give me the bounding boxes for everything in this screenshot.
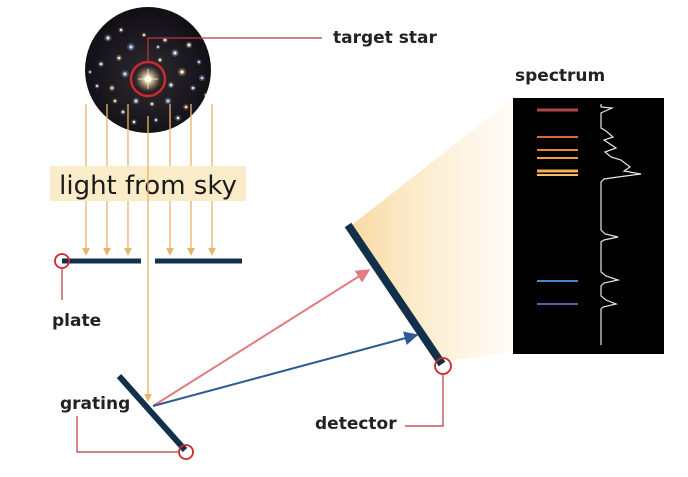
blue-dispersed-ray	[152, 331, 419, 407]
star	[99, 62, 103, 66]
detector-label: detector	[315, 414, 397, 434]
star	[89, 71, 91, 73]
star	[121, 110, 125, 114]
star	[158, 58, 162, 62]
star	[123, 72, 127, 76]
star	[95, 84, 99, 88]
spectrum-light-beam	[348, 98, 514, 362]
star	[157, 46, 159, 48]
star	[204, 93, 208, 97]
detector	[344, 222, 446, 367]
star	[142, 33, 146, 37]
star	[169, 83, 173, 87]
grating	[116, 374, 188, 452]
star	[191, 86, 195, 90]
red-dispersed-ray	[152, 269, 371, 407]
star-field	[85, 7, 211, 133]
star	[173, 51, 177, 55]
spectrum-label: spectrum	[515, 66, 605, 86]
star	[187, 43, 191, 47]
star	[117, 56, 121, 60]
plate-callout	[54, 253, 70, 300]
star	[197, 60, 201, 64]
star	[119, 28, 123, 32]
star	[129, 45, 133, 49]
plate-label: plate	[52, 311, 101, 331]
star	[110, 86, 114, 90]
spectrum-intensity-trace	[600, 104, 642, 345]
star	[166, 99, 170, 103]
star	[150, 102, 154, 106]
star	[132, 120, 136, 124]
target-star-callout	[129, 37, 322, 98]
star	[106, 36, 110, 40]
target-star-label: target star	[333, 28, 437, 48]
grating-callout	[76, 416, 194, 460]
star-halo	[203, 92, 209, 98]
star	[154, 118, 158, 122]
grating-label: grating	[60, 394, 130, 414]
detector-callout	[405, 357, 452, 427]
star	[180, 70, 184, 74]
star	[184, 105, 188, 109]
star	[113, 99, 117, 103]
star	[163, 38, 167, 42]
star	[200, 76, 204, 80]
spectrum-emission-lines	[537, 108, 578, 305]
spectrum-panel	[513, 98, 664, 354]
star	[134, 99, 138, 103]
star	[176, 116, 180, 120]
